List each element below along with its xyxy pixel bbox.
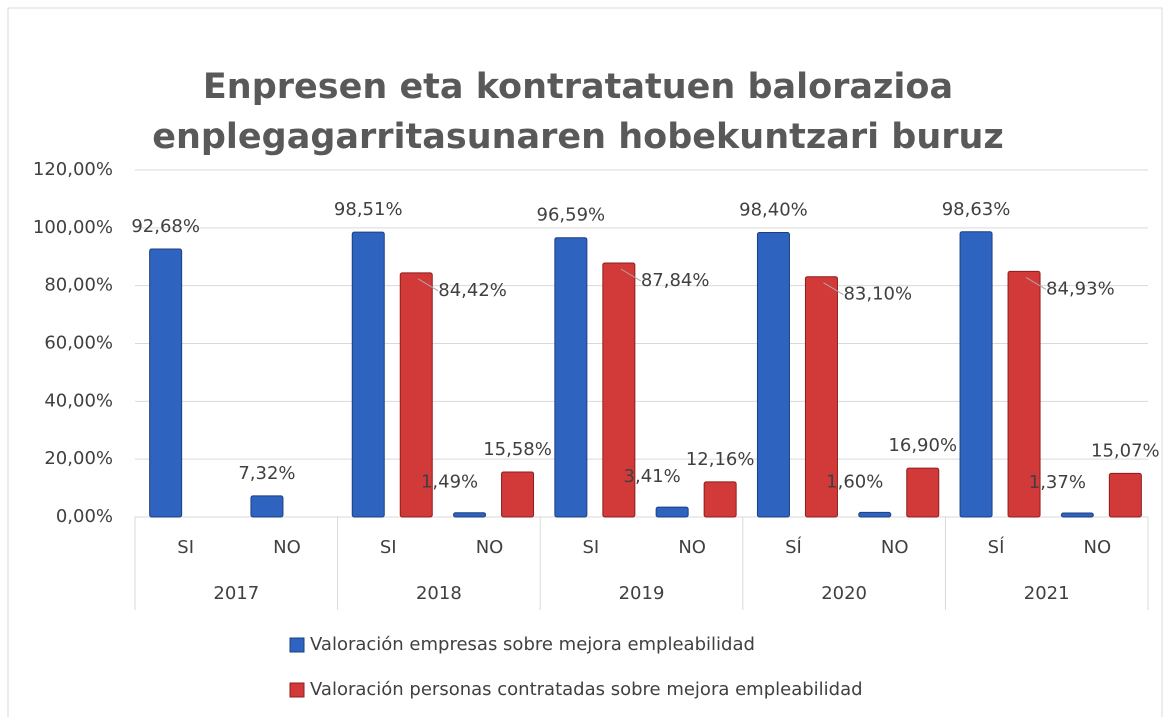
y-tick-label: 40,00%: [44, 390, 113, 411]
leader-line: [417, 278, 439, 292]
bar: [804, 276, 838, 518]
x-tick-label: SÍ: [785, 536, 802, 558]
bar: [756, 231, 790, 518]
bar: [906, 467, 940, 518]
group-label: 2018: [416, 583, 462, 604]
value-label: 98,51%: [334, 199, 403, 220]
value-label: 15,58%: [483, 439, 552, 460]
value-label: 92,68%: [131, 216, 200, 237]
y-tick-label: 0,00%: [56, 506, 113, 527]
value-label: 15,07%: [1091, 440, 1160, 461]
bar: [1007, 270, 1041, 518]
legend-swatch: [289, 682, 305, 698]
value-label: 1,60%: [826, 471, 883, 492]
bar: [250, 495, 284, 518]
bar: [858, 511, 892, 518]
value-label: 84,93%: [1046, 278, 1115, 299]
value-label: 16,90%: [888, 435, 957, 456]
y-tick-label: 80,00%: [44, 275, 113, 296]
x-tick-label: NO: [1084, 537, 1112, 558]
x-tick-label: NO: [476, 537, 504, 558]
bar: [453, 512, 487, 518]
value-label: 83,10%: [843, 284, 912, 305]
bar: [149, 248, 183, 518]
bar: [399, 272, 433, 518]
bar: [554, 237, 588, 518]
x-tick-label: SÍ: [988, 536, 1005, 558]
group-label: 2019: [619, 583, 665, 604]
bar: [1108, 472, 1142, 518]
value-label: 1,49%: [421, 472, 478, 493]
value-label: 12,16%: [686, 449, 755, 470]
y-tick-label: 120,00%: [33, 159, 113, 180]
legend-label: Valoración personas contratadas sobre me…: [310, 679, 863, 700]
x-tick-label: SI: [177, 537, 194, 558]
value-label: 98,40%: [739, 199, 808, 220]
value-label: 98,63%: [942, 199, 1011, 220]
chart-subtitle: enplegagarritasunaren hobekuntzari buruz: [152, 117, 1004, 157]
value-label: 7,32%: [238, 463, 295, 484]
leader-line: [620, 268, 642, 282]
chart-title: Enpresen eta kontratatuen balorazioa: [203, 67, 953, 107]
bar: [655, 506, 689, 518]
leader-line: [823, 282, 844, 296]
y-tick-label: 100,00%: [33, 217, 113, 238]
y-tick-label: 20,00%: [44, 448, 113, 469]
group-label: 2020: [821, 583, 867, 604]
x-tick-label: NO: [881, 537, 909, 558]
group-label: 2021: [1024, 583, 1070, 604]
group-label: 2017: [213, 583, 259, 604]
bar: [351, 231, 385, 518]
bar: [501, 471, 535, 518]
bar: [959, 231, 993, 518]
value-label: 1,37%: [1029, 472, 1086, 493]
x-tick-label: NO: [273, 537, 301, 558]
bar: [703, 481, 737, 518]
x-tick-label: NO: [678, 537, 706, 558]
x-tick-label: SI: [582, 537, 599, 558]
value-label: 87,84%: [641, 270, 710, 291]
value-label: 84,42%: [438, 280, 507, 301]
x-tick-label: SI: [380, 537, 397, 558]
value-label: 96,59%: [537, 205, 606, 226]
bar: [1060, 512, 1094, 518]
legend-label: Valoración empresas sobre mejora empleab…: [310, 634, 755, 655]
value-label: 3,41%: [624, 466, 681, 487]
y-tick-label: 60,00%: [44, 333, 113, 354]
legend-swatch: [289, 637, 305, 653]
bar: [602, 262, 636, 518]
leader-line: [1025, 276, 1047, 290]
